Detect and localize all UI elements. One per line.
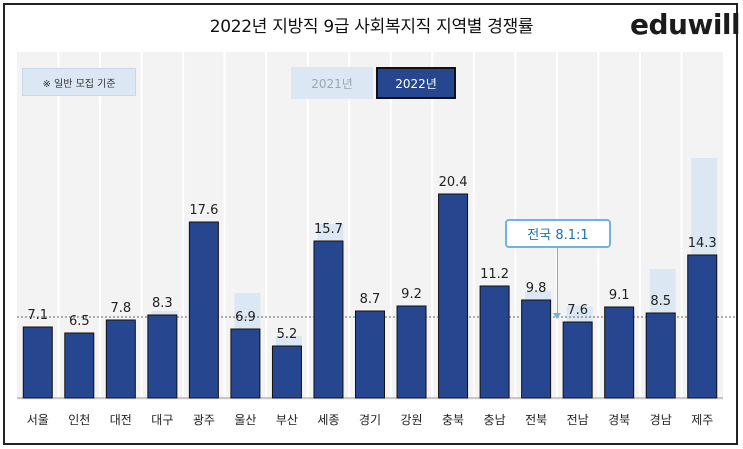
x-tick-label: 세종	[317, 413, 339, 427]
x-tick-label: 서울	[27, 413, 49, 427]
data-label: 11.2	[480, 267, 509, 282]
x-tick-label: 충남	[484, 413, 506, 427]
bar-2022	[64, 332, 95, 399]
x-tick-label: 인천	[68, 412, 90, 427]
data-label: 7.1	[27, 308, 48, 323]
data-label: 9.8	[526, 281, 547, 296]
x-tick-label: 광주	[193, 413, 215, 427]
data-label: 6.5	[69, 314, 90, 329]
bar-2022	[313, 240, 344, 399]
bar-2022	[396, 305, 427, 399]
x-tick-label: 강원	[400, 413, 422, 427]
x-tick-label: 대구	[151, 413, 173, 427]
bar-2022	[271, 345, 302, 399]
bar-2022	[604, 306, 635, 399]
x-tick-label: 경기	[359, 413, 381, 427]
bar-2022	[521, 299, 552, 399]
bar-2022	[645, 312, 676, 399]
data-label: 8.5	[650, 294, 671, 309]
bar-2022	[562, 321, 593, 399]
bar-2022	[22, 326, 53, 399]
data-label: 6.9	[235, 310, 256, 325]
data-label: 20.4	[439, 175, 468, 190]
data-label: 9.2	[401, 287, 422, 302]
data-label: 9.1	[609, 288, 630, 303]
bar-2022	[230, 328, 261, 399]
bar-2022	[438, 193, 469, 399]
x-tick-label: 경북	[608, 413, 630, 427]
bar-2022	[105, 319, 136, 399]
chart-title: 2022년 지방직 9급 사회복지직 지역별 경쟁률	[209, 17, 534, 37]
x-tick-label: 부산	[276, 413, 298, 427]
national-average-callout: 전국 8.1:1	[505, 219, 611, 248]
bar-2022	[188, 221, 219, 399]
bar-2022	[687, 254, 718, 399]
data-label: 5.2	[277, 327, 298, 342]
callout-leader-line	[557, 248, 558, 314]
data-label: 15.7	[314, 222, 343, 237]
callout-pointer	[553, 313, 561, 319]
x-tick-label: 전북	[525, 413, 547, 427]
x-tick-label: 제주	[691, 413, 713, 427]
legend-item-2021: 2021년	[291, 67, 373, 99]
data-label: 7.8	[110, 301, 131, 316]
eduwill-logo: eduwill	[630, 8, 741, 41]
note-badge: ※ 일반 모집 기준	[22, 68, 136, 96]
data-label: 14.3	[688, 236, 717, 251]
x-tick-label: 충북	[442, 413, 464, 427]
bar-2022	[479, 285, 510, 399]
x-tick-label: 경남	[650, 413, 672, 427]
logo-text: eduwill	[630, 8, 741, 41]
data-label: 8.3	[152, 296, 173, 311]
x-tick-label: 전남	[567, 413, 589, 427]
legend-item-2022: 2022년	[376, 67, 456, 99]
x-tick-label: 대전	[110, 413, 132, 427]
data-label: 7.6	[567, 303, 588, 318]
data-label: 17.6	[189, 203, 218, 218]
bar-2022	[147, 314, 178, 399]
x-tick-label: 울산	[234, 413, 256, 427]
bar-2022	[355, 310, 385, 399]
data-label: 8.7	[360, 292, 381, 307]
